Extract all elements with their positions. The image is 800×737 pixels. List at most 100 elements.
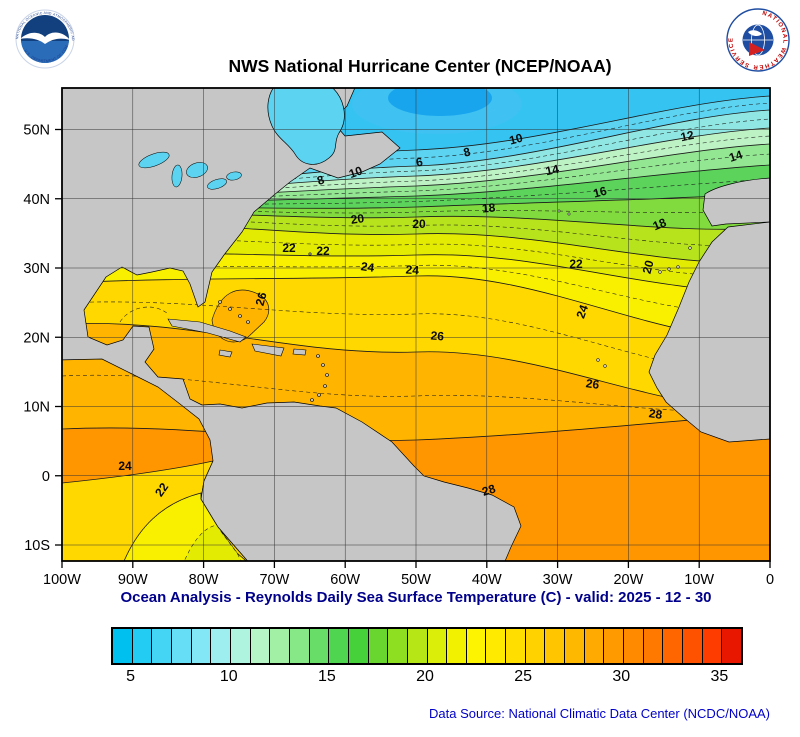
contour-label-18: 18 bbox=[651, 215, 669, 233]
jamaica bbox=[218, 349, 233, 358]
longitude-axis: 100W 90W 80W 70W 60W 50W 40W 30W 20W 10W 0 bbox=[43, 561, 774, 588]
data-source-text: Data Source: National Climatic Data Cent… bbox=[429, 706, 770, 721]
colorbar-cell bbox=[427, 629, 448, 663]
colorbar-cell bbox=[250, 629, 271, 663]
contour-label-6: 6 bbox=[415, 155, 424, 170]
colorbar-cell bbox=[407, 629, 428, 663]
x-tick-label: 0 bbox=[766, 572, 774, 588]
contour-label-20: 20 bbox=[350, 211, 365, 227]
contour-label-14: 14 bbox=[544, 162, 560, 179]
colorbar-cell bbox=[683, 629, 703, 663]
contour-label-24: 24 bbox=[360, 259, 375, 275]
colorbar-tick-label: 20 bbox=[416, 668, 434, 685]
y-tick-label: 50N bbox=[23, 123, 50, 139]
land-africa bbox=[648, 221, 770, 443]
contour-label-16: 16 bbox=[592, 184, 609, 201]
colorbar-cell bbox=[191, 629, 212, 663]
contour-label-22: 22 bbox=[316, 244, 330, 258]
colorbar-cell bbox=[113, 629, 133, 663]
x-tick-label: 90W bbox=[118, 572, 148, 588]
contour-label-26: 26 bbox=[253, 290, 270, 307]
y-tick-label: 20N bbox=[23, 330, 50, 346]
land-americas bbox=[62, 88, 522, 561]
contour-label-18: 18 bbox=[481, 200, 496, 215]
colorbar-tick-label: 35 bbox=[710, 668, 729, 685]
contour-label-26: 26 bbox=[430, 329, 445, 344]
contour-label-28: 28 bbox=[648, 406, 663, 422]
map-caption: Ocean Analysis - Reynolds Daily Sea Surf… bbox=[120, 589, 712, 606]
noaa-logo: NATIONAL OCEANIC AND ATMOSPHERIC ADMINIS… bbox=[10, 6, 75, 69]
bermuda bbox=[308, 252, 312, 256]
noaa-logo-sea bbox=[21, 41, 69, 63]
pacific-upwelling-patch bbox=[183, 524, 242, 561]
colorbar-cell bbox=[643, 629, 664, 663]
land-iberia bbox=[702, 177, 770, 227]
x-tick-label: 80W bbox=[189, 572, 219, 588]
cold-pool-inner bbox=[388, 88, 492, 116]
colorbar-cell bbox=[486, 629, 507, 663]
x-tick-label: 30W bbox=[543, 572, 573, 588]
colorbar-cell bbox=[230, 629, 251, 663]
colorbar-cell bbox=[565, 629, 585, 663]
colorbar-cell bbox=[211, 629, 231, 663]
gulf-of-mexico-dashed-contour bbox=[119, 306, 169, 323]
colorbar-cell bbox=[663, 629, 684, 663]
noaa-gull-icon bbox=[21, 32, 69, 44]
colorbar-cell bbox=[604, 629, 625, 663]
contour-label-14: 14 bbox=[727, 147, 744, 165]
y-tick-label: 0 bbox=[42, 469, 50, 485]
contour-label-22: 22 bbox=[282, 241, 296, 255]
nws-logo: NATIONAL WEATHER SERVICE bbox=[726, 8, 790, 72]
contour-label-20: 20 bbox=[412, 217, 426, 231]
contour-label-20: 20 bbox=[640, 258, 657, 275]
x-tick-label: 20W bbox=[613, 572, 643, 588]
x-tick-label: 10W bbox=[684, 572, 714, 588]
nws-globe-continent bbox=[748, 30, 762, 37]
colorbar-cell bbox=[722, 629, 741, 663]
latitude-axis: 50N 40N 30N 20N 10N 0 10S bbox=[23, 123, 62, 554]
nws-storm-flag-icon bbox=[749, 42, 765, 56]
contour-label-22: 22 bbox=[569, 257, 583, 271]
colorbar-cell bbox=[348, 629, 369, 663]
contour-label-10: 10 bbox=[508, 131, 525, 148]
y-tick-label: 30N bbox=[23, 261, 50, 277]
colorbar-cell bbox=[309, 629, 330, 663]
colorbar-tick-labels: 5 10 15 20 25 30 35 bbox=[111, 668, 739, 690]
colorbar-cell bbox=[132, 629, 153, 663]
contour-label-26: 26 bbox=[585, 376, 600, 392]
contour-label-8: 8 bbox=[315, 172, 326, 188]
puerto-rico bbox=[292, 348, 307, 356]
colorbar-cell bbox=[152, 629, 172, 663]
hudson-bay bbox=[267, 88, 345, 165]
colorbar-tick-label: 30 bbox=[612, 668, 631, 685]
contour-label-28: 28 bbox=[480, 481, 497, 499]
colorbar-cell bbox=[506, 629, 526, 663]
graticule-grid bbox=[62, 88, 770, 561]
contour-label-24: 24 bbox=[573, 303, 591, 321]
colorbar-tick-label: 5 bbox=[126, 668, 136, 685]
colorbar-cell bbox=[388, 629, 408, 663]
sst-band-20 bbox=[62, 222, 770, 291]
temperature-colorbar bbox=[111, 627, 743, 665]
colorbar-cell bbox=[329, 629, 349, 663]
x-tick-label: 60W bbox=[330, 572, 360, 588]
cuba bbox=[167, 318, 247, 343]
colorbar-cell bbox=[368, 629, 389, 663]
colorbar-cell bbox=[171, 629, 192, 663]
colorbar-cell bbox=[584, 629, 605, 663]
contour-label-12: 12 bbox=[679, 128, 695, 145]
colorbar-cell bbox=[289, 629, 310, 663]
y-tick-label: 10S bbox=[24, 538, 50, 554]
colorbar-tick-label: 10 bbox=[219, 668, 238, 685]
colorbar-cell bbox=[525, 629, 546, 663]
x-tick-label: 50W bbox=[401, 572, 431, 588]
x-tick-label: 40W bbox=[472, 572, 502, 588]
colorbar-tick-label: 25 bbox=[514, 668, 533, 685]
y-tick-label: 40N bbox=[23, 192, 50, 208]
colorbar-cell bbox=[447, 629, 467, 663]
colorbar-tick-label: 15 bbox=[317, 668, 336, 685]
contour-label-10: 10 bbox=[347, 163, 365, 181]
x-tick-label: 70W bbox=[259, 572, 289, 588]
sst-band-22 bbox=[62, 253, 770, 339]
